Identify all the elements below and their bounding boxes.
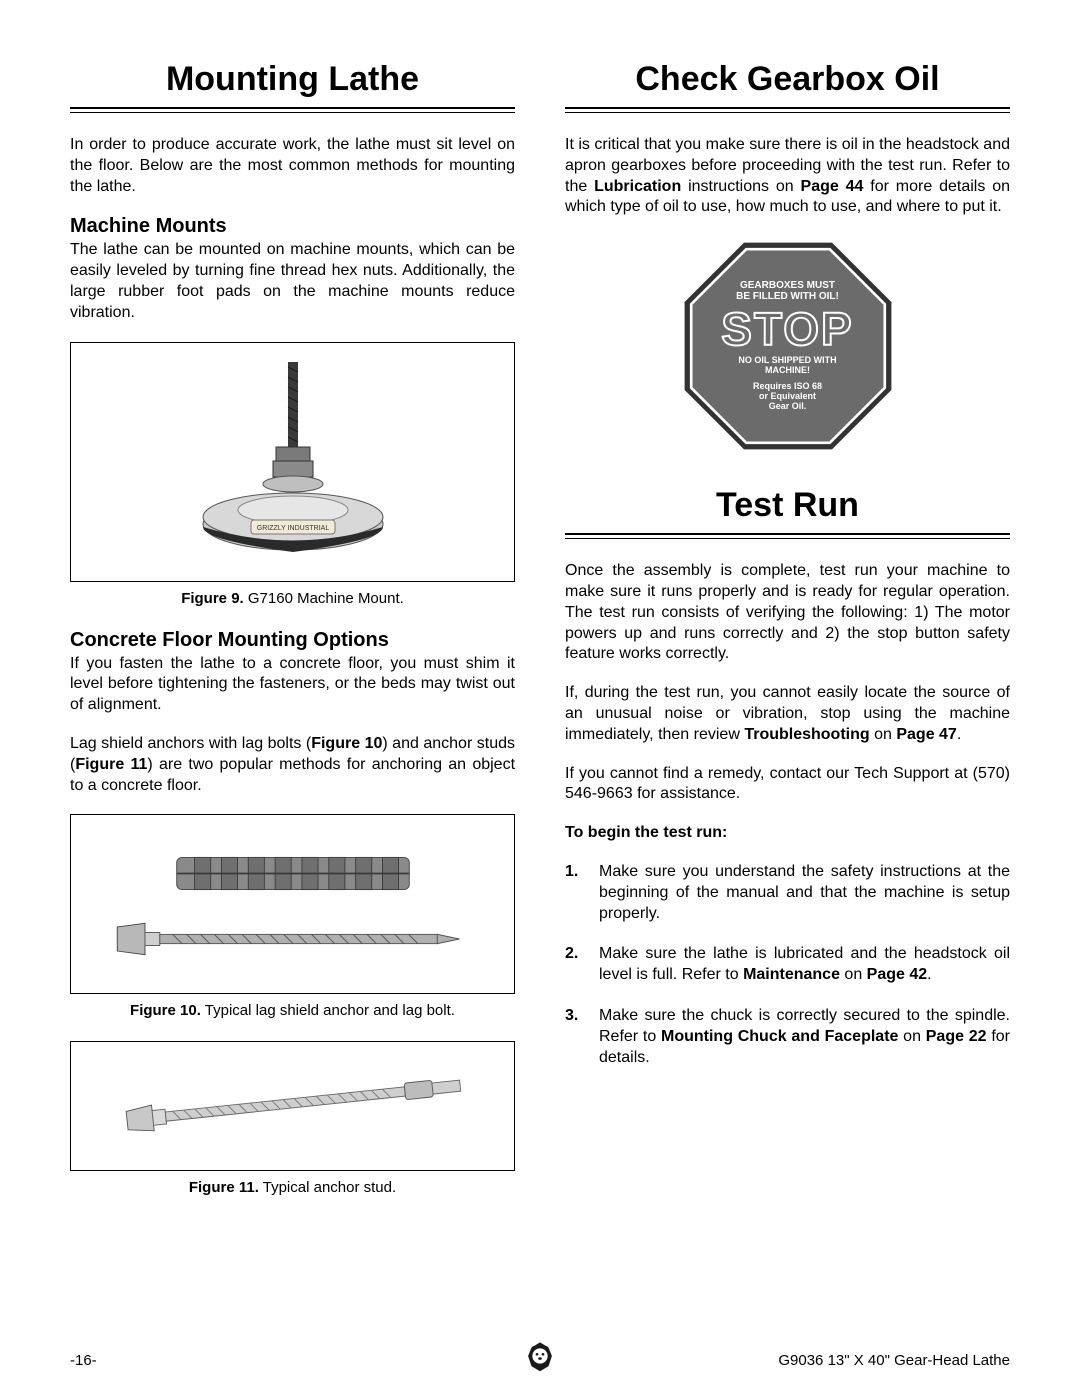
stop-top-text: GEARBOXES MUST BE FILLED WITH OIL! [736, 280, 839, 302]
stop-mid-text: NO OIL SHIPPED WITH MACHINE! [738, 356, 836, 376]
right-column: Check Gearbox Oil It is critical that yo… [565, 60, 1010, 1196]
title-mounting-lathe: Mounting Lathe [70, 60, 515, 99]
figure-9-box: GRIZZLY INDUSTRIAL [70, 342, 515, 582]
step-1: Make sure you understand the safety inst… [565, 862, 1010, 924]
test-run-p1: Once the assembly is complete, test run … [565, 561, 1010, 665]
page-number: -16- [70, 1352, 97, 1369]
left-column: Mounting Lathe In order to produce accur… [70, 60, 515, 1196]
rule [565, 533, 1010, 539]
svg-text:GRIZZLY INDUSTRIAL: GRIZZLY INDUSTRIAL [256, 525, 329, 532]
steps-list: Make sure you understand the safety inst… [565, 862, 1010, 1068]
test-run-p3: If you cannot find a remedy, contact our… [565, 764, 1010, 806]
gearbox-paragraph: It is critical that you make sure there … [565, 135, 1010, 218]
heading-concrete-floor: Concrete Floor Mounting Options [70, 629, 515, 652]
figure-9-text: G7160 Machine Mount. [244, 590, 404, 607]
figure-9-label: Figure 9. [181, 590, 244, 607]
machine-mount-icon: GRIZZLY INDUSTRIAL [143, 352, 443, 572]
lag-shield-icon [123, 846, 463, 901]
stop-bottom-text: Requires ISO 68 or Equivalent Gear Oil. [753, 382, 822, 412]
machine-mounts-paragraph: The lathe can be mounted on machine moun… [70, 240, 515, 323]
rule [565, 107, 1010, 113]
concrete-p2: Lag shield anchors with lag bolts (Figur… [70, 734, 515, 796]
stop-word: STOP [721, 306, 853, 352]
stop-sign: GEARBOXES MUST BE FILLED WITH OIL! STOP … [565, 236, 1010, 456]
step-2: Make sure the lathe is lubricated and th… [565, 944, 1010, 986]
step-3: Make sure the chuck is correctly secured… [565, 1006, 1010, 1068]
intro-paragraph: In order to produce accurate work, the l… [70, 135, 515, 197]
concrete-p1: If you fasten the lathe to a concrete fl… [70, 654, 515, 716]
bear-logo-icon [523, 1339, 557, 1373]
title-test-run: Test Run [565, 486, 1010, 525]
page-columns: Mounting Lathe In order to produce accur… [70, 60, 1010, 1196]
model-label: G9036 13" X 40" Gear-Head Lathe [778, 1352, 1010, 1369]
begin-heading: To begin the test run: [565, 823, 1010, 844]
heading-machine-mounts: Machine Mounts [70, 215, 515, 238]
figure-10-box [70, 814, 515, 994]
lag-bolt-icon [108, 915, 478, 963]
rule [70, 107, 515, 113]
title-check-gearbox-oil: Check Gearbox Oil [565, 60, 1010, 99]
test-run-p2: If, during the test run, you cannot easi… [565, 683, 1010, 745]
figure-9-caption: Figure 9. G7160 Machine Mount. [70, 590, 515, 607]
figure-10-caption: Figure 10. Typical lag shield anchor and… [70, 1002, 515, 1019]
figure-11-box [70, 1041, 515, 1171]
anchor-stud-icon [108, 1061, 478, 1151]
figure-11-caption: Figure 11. Typical anchor stud. [70, 1179, 515, 1196]
